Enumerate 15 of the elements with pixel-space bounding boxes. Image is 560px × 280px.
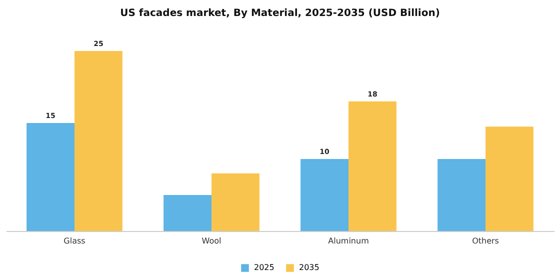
bar bbox=[164, 195, 212, 231]
bar bbox=[300, 159, 348, 231]
bar bbox=[486, 126, 534, 231]
bar bbox=[26, 123, 74, 231]
x-tick-label: Aluminum bbox=[328, 236, 370, 246]
bar bbox=[74, 51, 122, 231]
bar bbox=[438, 159, 486, 231]
x-tick-label: Glass bbox=[64, 236, 86, 246]
x-tick-label: Others bbox=[472, 236, 499, 246]
x-tick-label: Wool bbox=[202, 236, 222, 246]
bar bbox=[212, 173, 260, 231]
chart-title: US facades market, By Material, 2025-2035 (USD Billion) bbox=[120, 8, 440, 19]
legend-label: 2025 bbox=[254, 263, 274, 272]
legend-label: 2035 bbox=[299, 263, 320, 272]
bar bbox=[348, 101, 396, 231]
